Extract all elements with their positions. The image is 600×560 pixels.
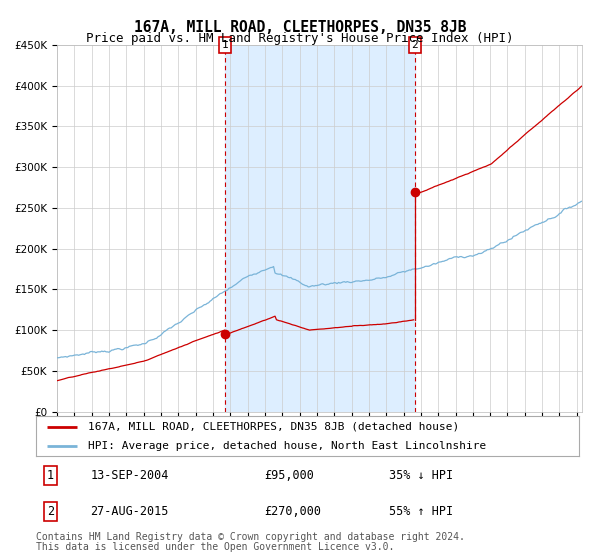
Text: 2: 2 xyxy=(412,40,418,50)
Text: This data is licensed under the Open Government Licence v3.0.: This data is licensed under the Open Gov… xyxy=(36,542,394,552)
Text: 1: 1 xyxy=(222,40,229,50)
Text: £270,000: £270,000 xyxy=(264,505,321,518)
Bar xyxy=(225,45,415,412)
Text: Price paid vs. HM Land Registry's House Price Index (HPI): Price paid vs. HM Land Registry's House … xyxy=(86,32,514,45)
Text: Contains HM Land Registry data © Crown copyright and database right 2024.: Contains HM Land Registry data © Crown c… xyxy=(36,532,465,542)
Text: £95,000: £95,000 xyxy=(264,469,314,482)
Text: 1: 1 xyxy=(47,469,54,482)
Text: HPI: Average price, detached house, North East Lincolnshire: HPI: Average price, detached house, Nort… xyxy=(88,441,486,450)
Text: 27-AUG-2015: 27-AUG-2015 xyxy=(91,505,169,518)
Text: 2: 2 xyxy=(47,505,54,518)
Text: 13-SEP-2004: 13-SEP-2004 xyxy=(91,469,169,482)
Text: 35% ↓ HPI: 35% ↓ HPI xyxy=(389,469,453,482)
Text: 167A, MILL ROAD, CLEETHORPES, DN35 8JB: 167A, MILL ROAD, CLEETHORPES, DN35 8JB xyxy=(134,20,466,35)
Text: 167A, MILL ROAD, CLEETHORPES, DN35 8JB (detached house): 167A, MILL ROAD, CLEETHORPES, DN35 8JB (… xyxy=(88,422,459,432)
Text: 55% ↑ HPI: 55% ↑ HPI xyxy=(389,505,453,518)
